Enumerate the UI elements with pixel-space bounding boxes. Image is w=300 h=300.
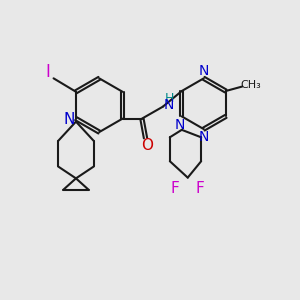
Text: N: N <box>64 112 75 127</box>
Text: N: N <box>164 98 174 112</box>
Text: O: O <box>141 138 153 153</box>
Text: N: N <box>199 64 209 78</box>
Text: H: H <box>165 92 174 105</box>
Text: N: N <box>199 130 209 144</box>
Text: CH₃: CH₃ <box>241 80 262 90</box>
Text: I: I <box>45 63 50 81</box>
Text: N: N <box>175 118 185 132</box>
Text: F: F <box>196 182 205 196</box>
Text: F: F <box>171 182 180 196</box>
